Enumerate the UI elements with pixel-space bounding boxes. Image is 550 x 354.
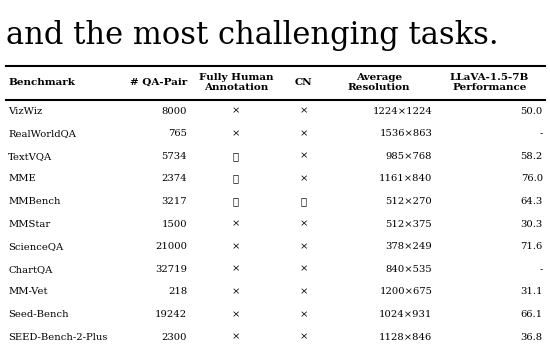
Text: 512×375: 512×375	[386, 219, 432, 229]
Text: 36.8: 36.8	[521, 332, 543, 342]
Text: 765: 765	[168, 129, 187, 138]
Text: 66.1: 66.1	[521, 310, 543, 319]
Text: 1500: 1500	[162, 219, 187, 229]
Text: 378×249: 378×249	[386, 242, 432, 251]
Text: -: -	[540, 265, 543, 274]
Text: 5734: 5734	[162, 152, 187, 161]
Text: ScienceQA: ScienceQA	[8, 242, 63, 251]
Text: CN: CN	[294, 78, 312, 87]
Text: MMBench: MMBench	[8, 197, 60, 206]
Text: 21000: 21000	[155, 242, 187, 251]
Text: 1224×1224: 1224×1224	[372, 107, 432, 115]
Text: ×: ×	[232, 310, 240, 319]
Text: ×: ×	[232, 129, 240, 138]
Text: ×: ×	[299, 332, 307, 342]
Text: MME: MME	[8, 175, 36, 183]
Text: 71.6: 71.6	[521, 242, 543, 251]
Text: Average
Resolution: Average Resolution	[348, 73, 410, 92]
Text: ✓: ✓	[300, 197, 306, 206]
Text: ×: ×	[299, 129, 307, 138]
Text: 3217: 3217	[162, 197, 187, 206]
Text: 32719: 32719	[155, 265, 187, 274]
Text: ×: ×	[299, 242, 307, 251]
Text: ×: ×	[232, 219, 240, 229]
Text: Benchmark: Benchmark	[8, 78, 75, 87]
Text: ChartQA: ChartQA	[8, 265, 53, 274]
Text: MMStar: MMStar	[8, 219, 51, 229]
Text: ×: ×	[299, 175, 307, 183]
Text: 76.0: 76.0	[521, 175, 543, 183]
Text: ×: ×	[299, 287, 307, 296]
Text: 31.1: 31.1	[520, 287, 543, 296]
Text: # QA-Pair: # QA-Pair	[130, 78, 187, 87]
Text: 840×535: 840×535	[386, 265, 432, 274]
Text: ×: ×	[299, 107, 307, 115]
Text: 512×270: 512×270	[386, 197, 432, 206]
Text: 985×768: 985×768	[386, 152, 432, 161]
Text: 19242: 19242	[155, 310, 187, 319]
Text: ✓: ✓	[233, 152, 239, 161]
Text: ×: ×	[232, 265, 240, 274]
Text: ✓: ✓	[233, 175, 239, 183]
Text: 64.3: 64.3	[521, 197, 543, 206]
Text: 50.0: 50.0	[521, 107, 543, 115]
Text: VizWiz: VizWiz	[8, 107, 42, 115]
Text: ×: ×	[232, 242, 240, 251]
Text: ×: ×	[232, 107, 240, 115]
Text: ×: ×	[232, 287, 240, 296]
Text: 1200×675: 1200×675	[379, 287, 432, 296]
Text: 58.2: 58.2	[521, 152, 543, 161]
Text: ✓: ✓	[233, 197, 239, 206]
Text: SEED-Bench-2-Plus: SEED-Bench-2-Plus	[8, 332, 108, 342]
Text: 1128×846: 1128×846	[379, 332, 432, 342]
Text: 1536×863: 1536×863	[379, 129, 432, 138]
Text: ×: ×	[299, 310, 307, 319]
Text: LLaVA-1.5-7B
Performance: LLaVA-1.5-7B Performance	[449, 73, 529, 92]
Text: ×: ×	[299, 219, 307, 229]
Text: 2374: 2374	[162, 175, 187, 183]
Text: ×: ×	[299, 152, 307, 161]
Text: ×: ×	[299, 265, 307, 274]
Text: RealWorldQA: RealWorldQA	[8, 129, 76, 138]
Text: -: -	[540, 129, 543, 138]
Text: 2300: 2300	[162, 332, 187, 342]
Text: 8000: 8000	[162, 107, 187, 115]
Text: MM-Vet: MM-Vet	[8, 287, 48, 296]
Text: 218: 218	[168, 287, 187, 296]
Text: 1024×931: 1024×931	[379, 310, 432, 319]
Text: and the most challenging tasks.: and the most challenging tasks.	[6, 19, 498, 51]
Text: Seed-Bench: Seed-Bench	[8, 310, 69, 319]
Text: TextVQA: TextVQA	[8, 152, 52, 161]
Text: Fully Human
Annotation: Fully Human Annotation	[199, 73, 273, 92]
Text: 1161×840: 1161×840	[379, 175, 432, 183]
Text: 30.3: 30.3	[521, 219, 543, 229]
Text: ×: ×	[232, 332, 240, 342]
